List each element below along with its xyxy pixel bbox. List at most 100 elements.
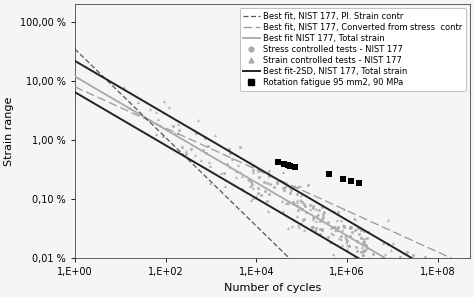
Point	[358, 234, 365, 239]
Point	[363, 242, 370, 247]
Point	[337, 218, 345, 222]
Point	[255, 169, 262, 174]
Point	[308, 225, 316, 230]
Point	[361, 236, 368, 241]
Point	[333, 226, 341, 230]
Point	[304, 182, 311, 187]
Point	[413, 257, 421, 262]
Point	[311, 228, 319, 233]
Point	[330, 225, 337, 230]
Point	[254, 191, 262, 195]
Point	[379, 265, 386, 270]
Point	[245, 177, 253, 182]
Point	[337, 237, 345, 241]
Point	[279, 170, 287, 174]
Point	[202, 151, 210, 156]
Point	[290, 217, 298, 222]
Point	[293, 214, 301, 218]
Point	[263, 199, 271, 204]
Point	[309, 216, 317, 221]
Point	[432, 287, 440, 292]
Point	[361, 229, 368, 233]
Point	[191, 152, 199, 157]
Point	[414, 262, 421, 266]
Point	[340, 223, 347, 228]
Point	[360, 243, 368, 248]
Point	[227, 151, 234, 155]
Point	[321, 209, 328, 214]
Point	[361, 243, 369, 247]
Point	[206, 164, 214, 169]
Point	[432, 281, 440, 286]
Point	[384, 218, 392, 222]
Point	[286, 163, 294, 168]
Point	[432, 271, 440, 276]
Point	[430, 260, 438, 264]
Point	[369, 269, 376, 274]
Point	[353, 239, 361, 244]
Point	[294, 222, 301, 227]
Point	[328, 224, 336, 229]
Point	[274, 160, 282, 165]
Point	[315, 207, 323, 212]
Point	[293, 191, 301, 196]
Point	[354, 226, 362, 231]
Point	[345, 244, 353, 248]
Point	[249, 186, 256, 190]
Point	[297, 198, 305, 202]
Point	[433, 282, 441, 287]
Point	[234, 163, 241, 168]
Point	[301, 202, 308, 207]
Point	[169, 124, 176, 128]
Point	[384, 242, 392, 247]
Point	[319, 215, 327, 220]
Point	[289, 224, 296, 229]
Point	[266, 191, 273, 196]
Point	[172, 131, 179, 135]
Point	[247, 179, 255, 184]
Point	[126, 106, 134, 111]
Point	[343, 242, 351, 247]
Point	[360, 248, 367, 253]
Point	[197, 158, 204, 163]
Point	[265, 174, 273, 178]
Point	[342, 240, 349, 245]
Point	[280, 187, 287, 192]
Point	[389, 241, 396, 246]
Point	[316, 226, 324, 231]
Point	[434, 289, 441, 293]
Point	[335, 235, 343, 240]
Point	[330, 252, 337, 257]
Point	[205, 159, 213, 164]
Point	[297, 193, 305, 198]
Point	[316, 219, 323, 223]
Point	[319, 212, 327, 217]
Point	[382, 252, 389, 256]
Point	[280, 187, 288, 192]
Point	[287, 188, 294, 192]
Point	[421, 279, 428, 284]
Point	[309, 203, 317, 208]
Point	[373, 263, 380, 268]
Point	[179, 145, 186, 150]
Point	[310, 206, 317, 210]
Point	[434, 282, 442, 287]
Point	[301, 216, 308, 221]
Point	[362, 248, 369, 252]
Point	[340, 206, 347, 211]
Point	[318, 217, 325, 222]
Point	[324, 219, 331, 224]
Point	[296, 204, 304, 209]
Point	[330, 225, 337, 229]
Point	[363, 236, 371, 240]
Point	[249, 170, 256, 175]
Point	[413, 263, 420, 268]
Y-axis label: Strain range: Strain range	[4, 97, 14, 166]
Point	[293, 203, 301, 208]
Point	[232, 168, 240, 173]
Point	[400, 266, 407, 270]
Point	[319, 228, 326, 233]
Point	[153, 110, 160, 114]
Point	[365, 256, 373, 261]
Point	[317, 232, 324, 237]
